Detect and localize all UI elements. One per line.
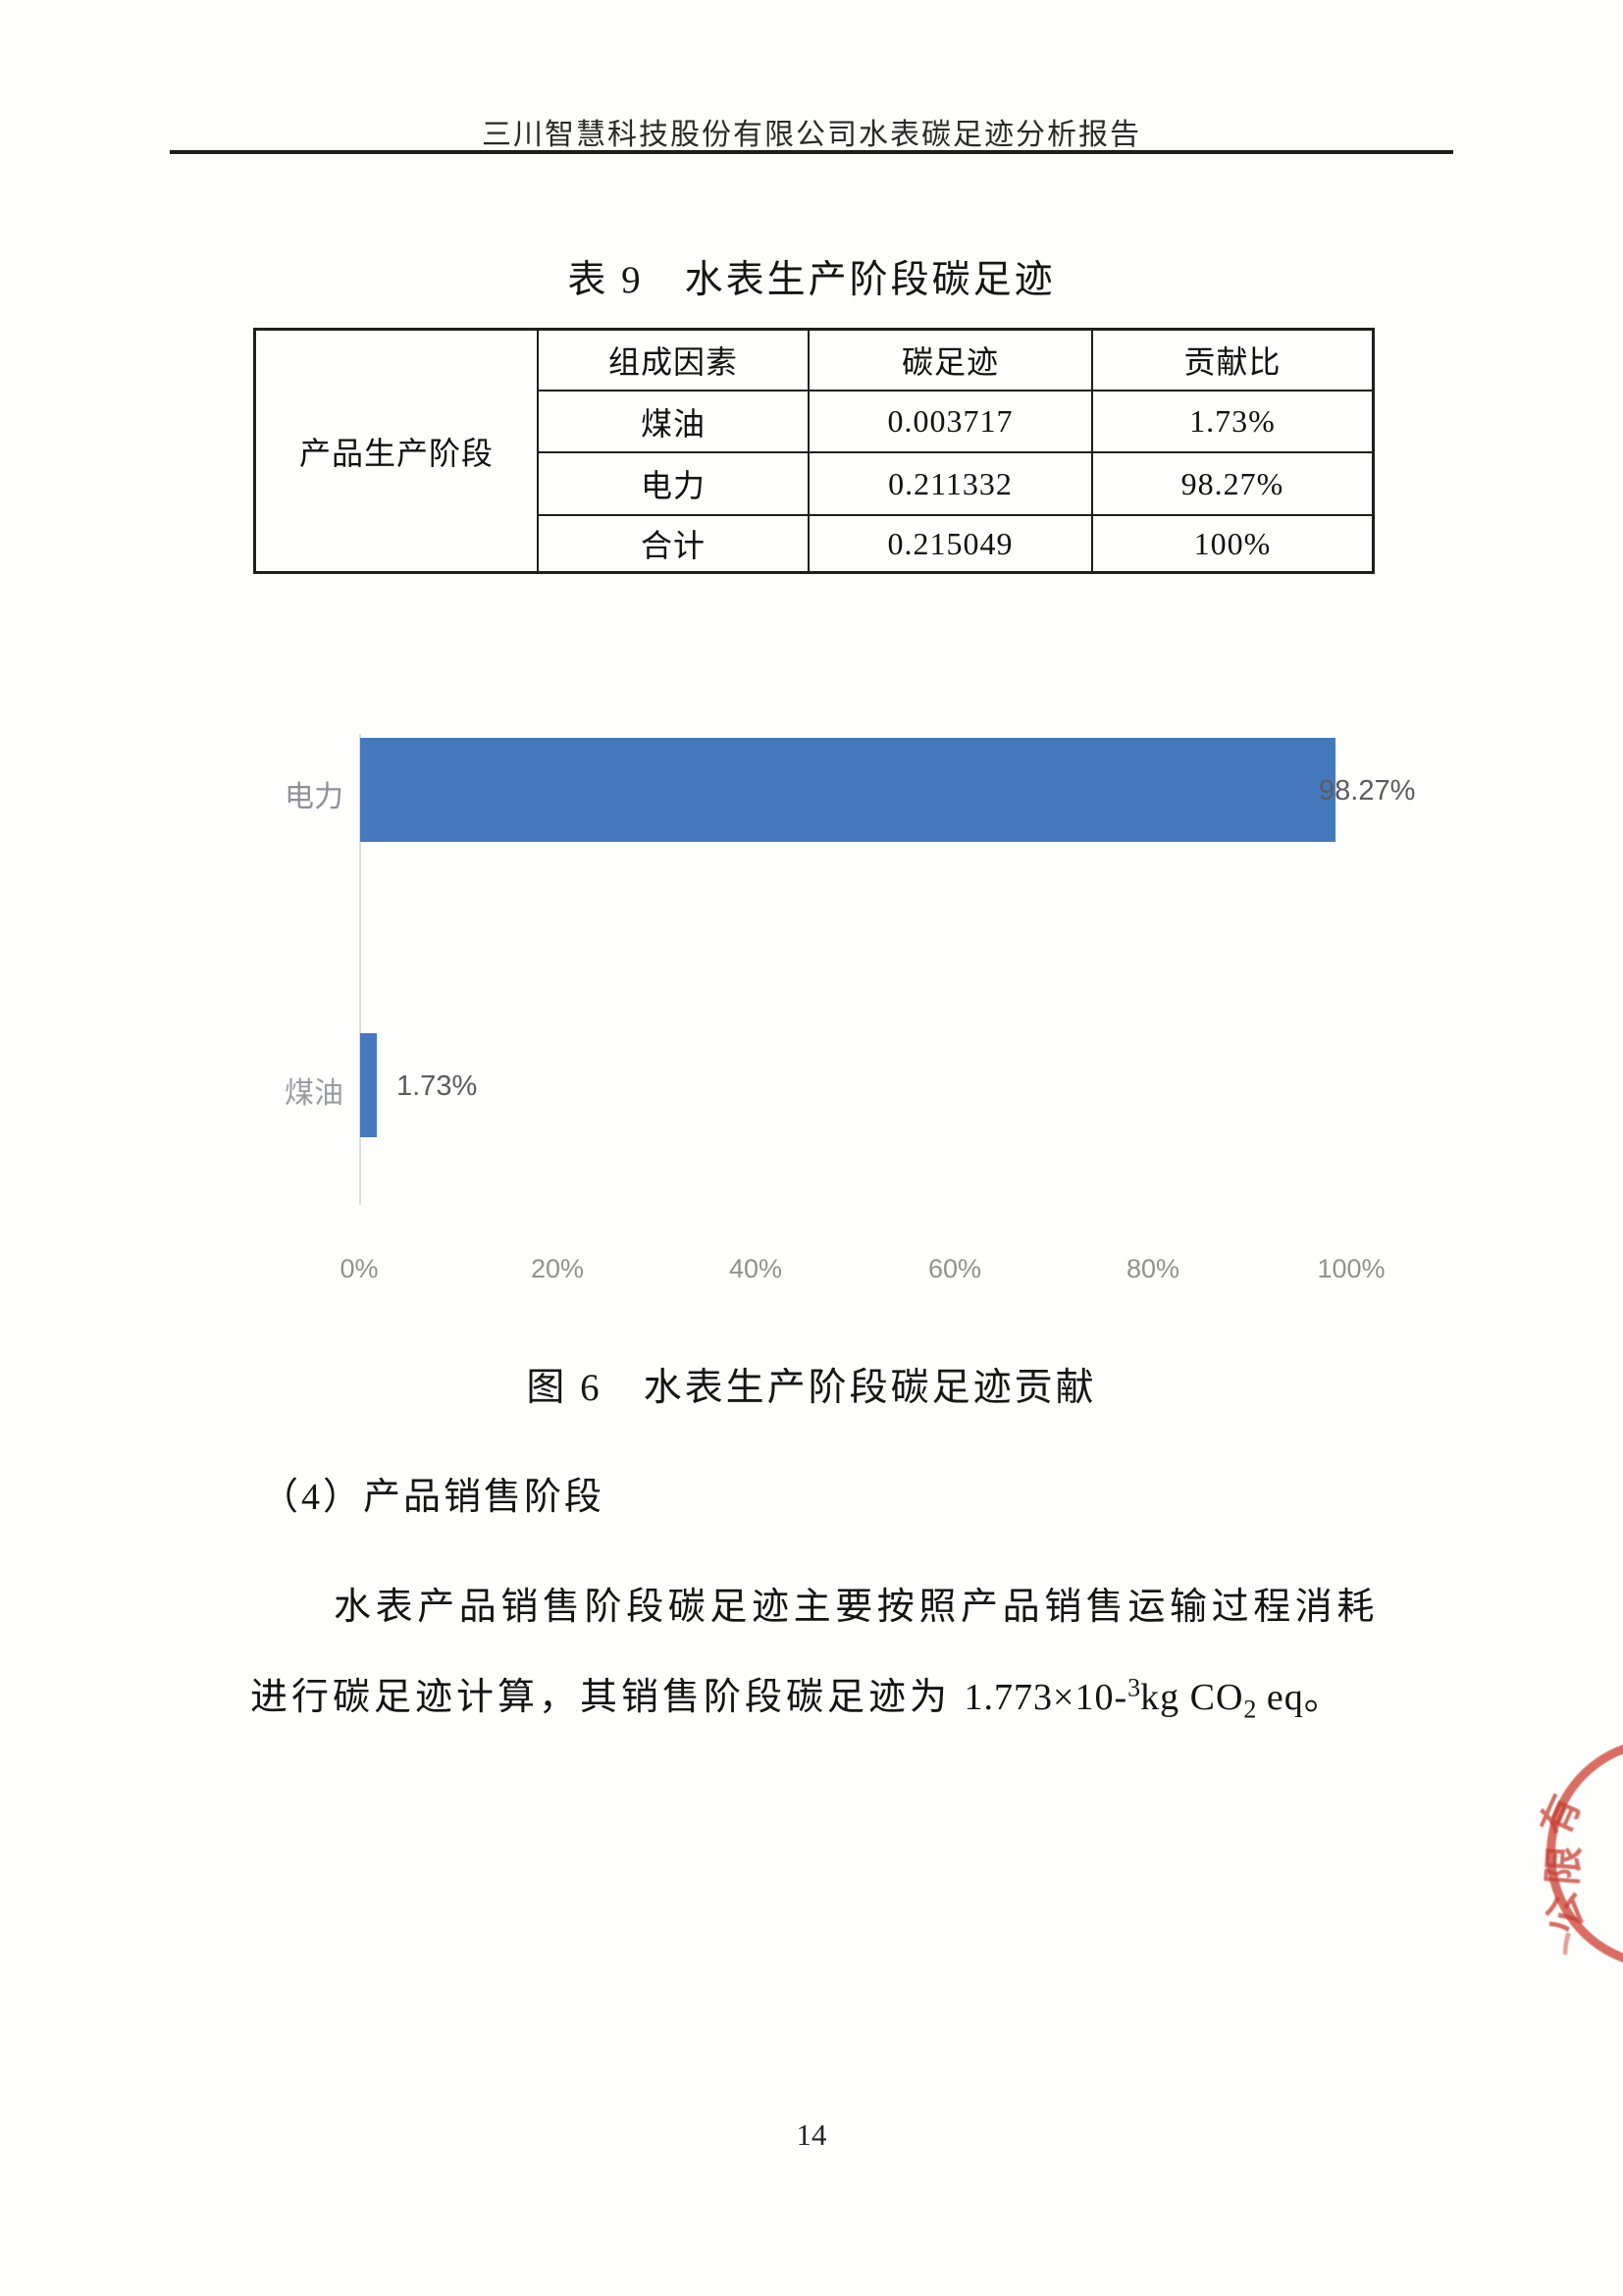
x-axis-tick: 80% bbox=[1126, 1254, 1180, 1283]
chart-bar-kerosene bbox=[360, 1033, 378, 1137]
table-col-header: 组成因素 bbox=[537, 331, 808, 390]
page-number: 14 bbox=[796, 2117, 827, 2152]
chart-value-label: 1.73% bbox=[396, 1070, 478, 1102]
table-cell: 0.215049 bbox=[808, 514, 1091, 571]
figure-caption: 图 6 水表生产阶段碳足迹贡献 bbox=[526, 1367, 1097, 1409]
chart-category-label: 电力 bbox=[285, 781, 343, 813]
formula: 1.773×10-3kg CO2 eq。 bbox=[964, 1673, 1342, 1724]
formula-subscript: 2 bbox=[1243, 1695, 1257, 1724]
table-cell: 合计 bbox=[537, 514, 808, 571]
x-axis-tick: 60% bbox=[927, 1254, 982, 1283]
table-cell: 0.003717 bbox=[808, 390, 1091, 451]
chart-category-label: 煤油 bbox=[285, 1077, 343, 1110]
table-cell: 电力 bbox=[537, 451, 808, 514]
header-rule bbox=[170, 150, 1453, 154]
chart-value-label: 98.27% bbox=[1319, 775, 1416, 807]
chart-bar-electricity bbox=[360, 738, 1335, 842]
table-cell: 98.27% bbox=[1091, 451, 1372, 514]
report-header-title: 三川智慧科技股份有限公司水表碳足迹分析报告 bbox=[482, 119, 1141, 151]
section-heading: （4）产品销售阶段 bbox=[261, 1477, 605, 1518]
x-axis-tick: 0% bbox=[340, 1254, 379, 1283]
x-axis-tick: 100% bbox=[1317, 1254, 1386, 1283]
table-cell: 0.211332 bbox=[808, 451, 1091, 514]
formula-exponent: 3 bbox=[1127, 1673, 1141, 1702]
table-row-header: 产品生产阶段 bbox=[298, 435, 494, 471]
paragraph-line: 水表产品销售阶段碳足迹主要按照产品销售运输过程消耗 bbox=[334, 1587, 1380, 1628]
table-cell: 煤油 bbox=[537, 390, 808, 451]
table-caption: 表 9 水表生产阶段碳足迹 bbox=[567, 259, 1056, 301]
stamp-character: 限 bbox=[1540, 1844, 1588, 1887]
chart-axis-line bbox=[359, 734, 361, 1205]
paragraph-line: 进行碳足迹计算，其销售阶段碳足迹为 1.773×10-3kg CO2 eq。 bbox=[250, 1666, 1428, 1725]
carbon-footprint-table: 产品生产阶段 组成因素 碳足迹 贡献比 煤油 0.003717 1.73% 电力… bbox=[253, 328, 1375, 574]
table-cell: 100% bbox=[1091, 514, 1372, 571]
x-axis-tick: 40% bbox=[728, 1254, 783, 1283]
table-col-header: 贡献比 bbox=[1091, 331, 1372, 390]
table-cell: 1.73% bbox=[1091, 390, 1372, 451]
table-col-header: 碳足迹 bbox=[808, 331, 1091, 390]
paragraph-text: 进行碳足迹计算，其销售阶段碳足迹为 bbox=[250, 1677, 965, 1718]
x-axis-tick: 20% bbox=[530, 1254, 585, 1283]
